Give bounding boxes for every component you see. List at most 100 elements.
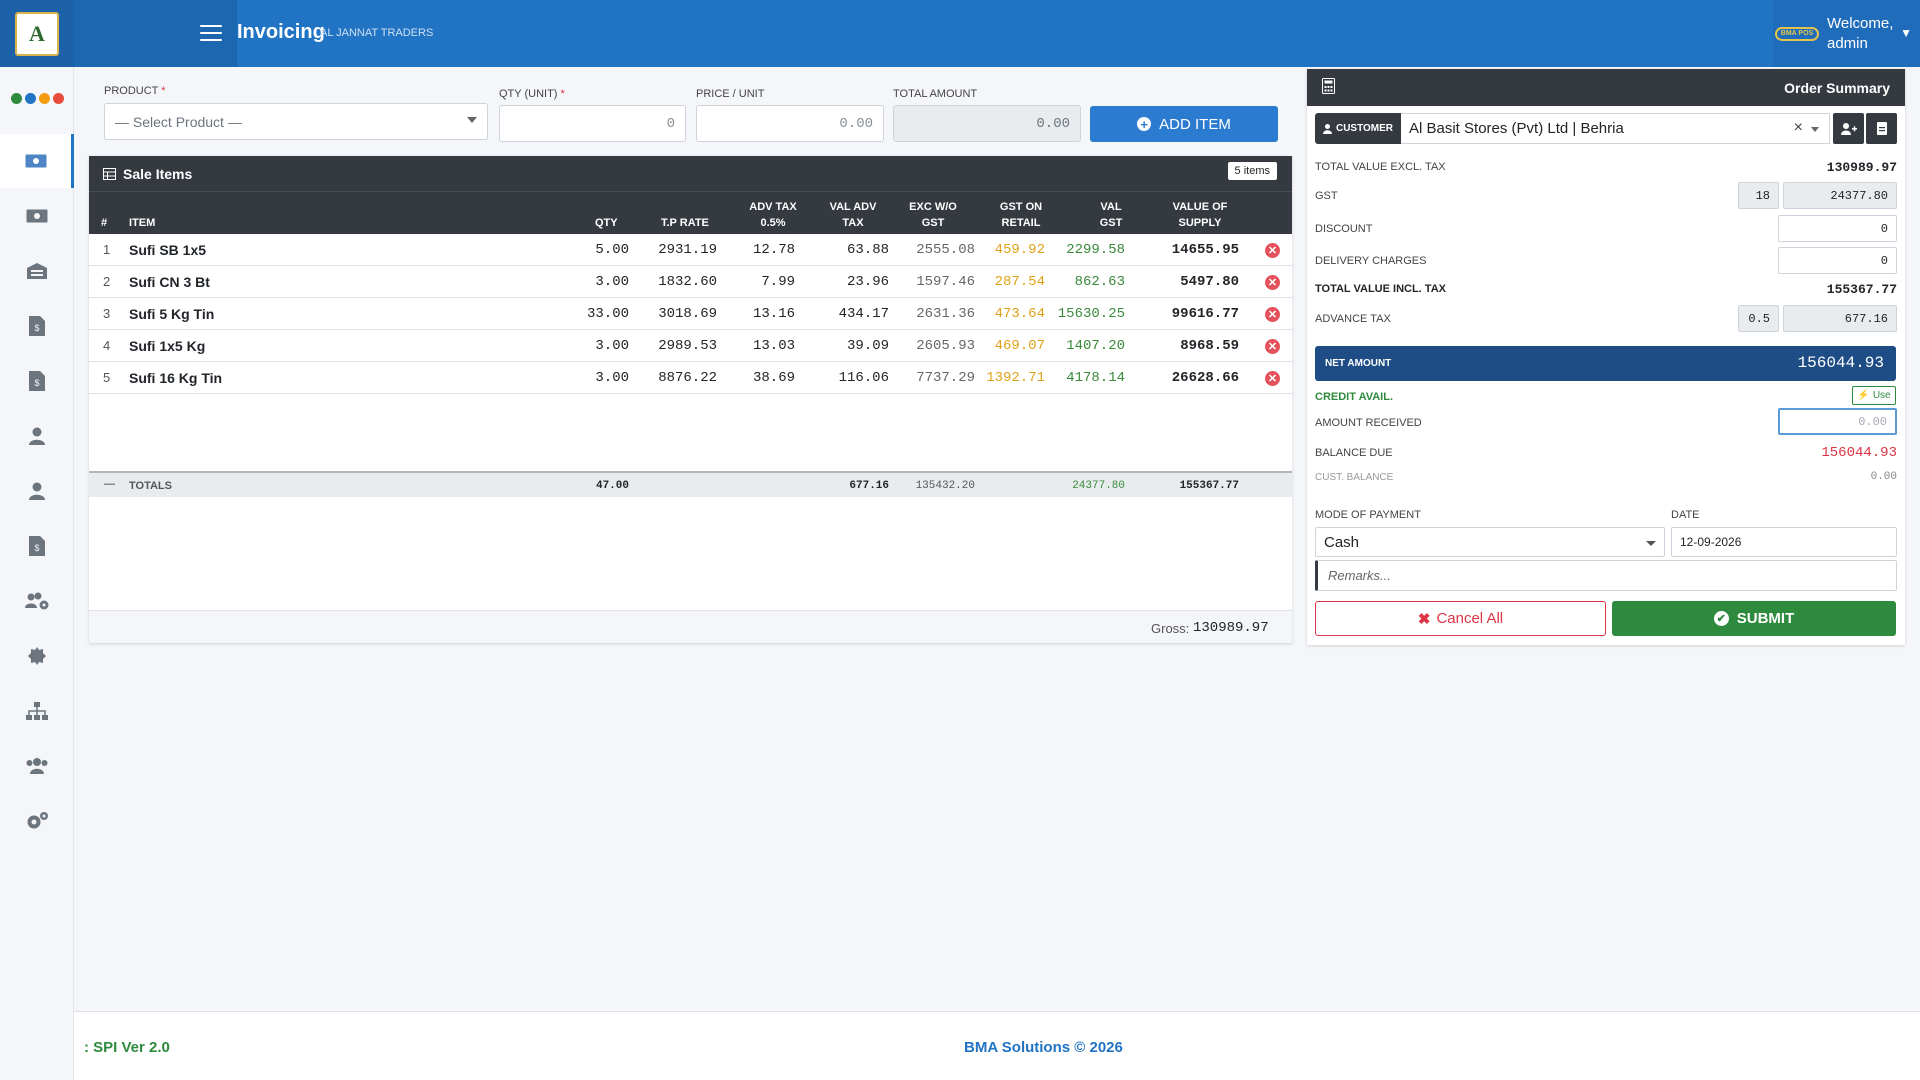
remove-row-icon[interactable]: ✕ (1265, 243, 1280, 258)
total-excl-tax-value: 130989.97 (1826, 160, 1897, 175)
cogs-icon (27, 812, 48, 829)
cell-valgst: 2299.58 (1066, 242, 1125, 258)
cell-qty: 33.00 (586, 306, 629, 322)
price-input[interactable]: 0.00 (696, 105, 884, 142)
cell-item: Sufi 5 Kg Tin (129, 306, 215, 322)
cell-tp: 2931.19 (658, 242, 717, 258)
sidebar-item-users[interactable] (0, 739, 74, 793)
cell-supply: 99616.77 (1171, 306, 1239, 322)
qty-label: QTY (UNIT) * (499, 88, 565, 100)
cell-exc: 2555.08 (916, 242, 975, 258)
caret-down-icon (1646, 541, 1656, 546)
submit-button[interactable]: ✔ SUBMIT (1612, 601, 1896, 636)
sidebar-item-settings[interactable] (0, 794, 74, 848)
add-item-button[interactable]: + ADD ITEM (1090, 106, 1278, 142)
remarks-input[interactable]: Remarks... (1315, 560, 1897, 591)
copyright-text: BMA Solutions © 2026 (964, 1039, 1123, 1056)
cell-tp: 3018.69 (658, 306, 717, 322)
sidebar-item-bills[interactable]: $ (0, 354, 74, 408)
calculator-icon (1322, 78, 1335, 94)
user-plus-icon (1840, 122, 1857, 135)
sidebar-item-sales[interactable] (0, 189, 74, 243)
sidebar-item-certificates[interactable] (0, 629, 74, 683)
amount-received-input[interactable]: 0.00 (1778, 408, 1897, 435)
table-row: 2 Sufi CN 3 Bt 3.00 1832.60 7.99 23.96 1597.46… (89, 266, 1292, 298)
cell-item: Sufi CN 3 Bt (129, 274, 210, 290)
advance-tax-rate-input[interactable]: 0.5 (1738, 305, 1779, 332)
balance-due-value: 156044.93 (1821, 445, 1897, 461)
users-cog-icon (25, 592, 49, 610)
sidebar-item-warehouse[interactable] (0, 244, 74, 298)
remove-row-icon[interactable]: ✕ (1265, 275, 1280, 290)
gst-rate-input[interactable]: 18 (1738, 182, 1779, 209)
remove-row-icon[interactable]: ✕ (1265, 371, 1280, 386)
payment-mode-select[interactable]: Cash (1315, 527, 1665, 557)
delivery-charges-input[interactable]: 0 (1778, 247, 1897, 274)
cell-adv: 13.03 (752, 338, 795, 354)
cell-qty: 3.00 (595, 338, 629, 354)
gross-label: Gross: (1151, 621, 1190, 636)
sidebar-item-user-settings[interactable] (0, 574, 74, 628)
cell-adv: 7.99 (761, 274, 795, 290)
remove-row-icon[interactable]: ✕ (1265, 307, 1280, 322)
sale-items-table: Sale Items 5 items # ITEM QTY T.P RATE A… (89, 156, 1292, 643)
sale-items-title: Sale Items (123, 165, 193, 182)
clear-customer-icon[interactable]: × (1793, 119, 1803, 136)
sidebar-item-invoices[interactable]: $ (0, 299, 74, 353)
total-amount-field: 0.00 (893, 105, 1081, 142)
cell-no: 4 (103, 338, 111, 353)
cust-balance-label: CUST. BALANCE (1315, 472, 1394, 483)
app-logo[interactable]: A (0, 0, 74, 67)
version-text: : SPI Ver 2.0 (84, 1039, 170, 1056)
sidebar-item-hierarchy[interactable] (0, 684, 74, 738)
net-amount-value: 156044.93 (1797, 354, 1884, 372)
sidebar-item-reports[interactable]: $ (0, 519, 74, 573)
date-input[interactable]: 12-09-2026 (1671, 527, 1897, 557)
col-header-item: ITEM (129, 217, 156, 229)
plus-circle-icon: + (1137, 117, 1152, 131)
user-icon (29, 482, 45, 500)
cell-exc: 2631.36 (916, 306, 975, 322)
discount-input[interactable]: 0 (1778, 215, 1897, 242)
caret-down-icon (467, 117, 477, 123)
table-row: 3 Sufi 5 Kg Tin 33.00 3018.69 13.16 434.17 263… (89, 298, 1292, 330)
product-select[interactable]: — Select Product — (104, 103, 488, 140)
page-title: Invoicing (237, 21, 325, 43)
net-amount-bar: NET AMOUNT 156044.93 (1315, 346, 1896, 381)
sidebar-item-invoicing[interactable] (0, 134, 74, 188)
customer-ledger-button[interactable] (1866, 113, 1897, 144)
cell-valgst: 1407.20 (1066, 338, 1125, 354)
hamburger-menu-icon[interactable] (200, 23, 222, 43)
totals-dash: — (104, 478, 115, 490)
cell-qty: 3.00 (595, 274, 629, 290)
cell-adv: 12.78 (752, 242, 795, 258)
cell-adv: 38.69 (752, 370, 795, 386)
cancel-all-button[interactable]: ✖ Cancel All (1315, 601, 1606, 636)
gst-label: GST (1315, 190, 1338, 202)
svg-text:$: $ (34, 543, 39, 553)
customer-select[interactable]: Al Basit Stores (Pvt) Ltd | Behria × (1401, 113, 1830, 144)
cell-valadv: 116.06 (838, 370, 889, 386)
sidebar-item-suppliers[interactable] (0, 464, 74, 518)
delivery-charges-label: DELIVERY CHARGES (1315, 255, 1427, 267)
totals-exc: 135432.20 (915, 480, 975, 492)
total-amount-label: TOTAL AMOUNT (893, 88, 978, 100)
users-icon (26, 758, 48, 774)
cell-valgst: 862.63 (1074, 274, 1125, 290)
table-row: 5 Sufi 16 Kg Tin 3.00 8876.22 38.69 116.06 773… (89, 362, 1292, 394)
add-customer-button[interactable] (1833, 113, 1864, 144)
welcome-text: Welcome, (1827, 14, 1894, 32)
cell-gstret: 469.07 (994, 338, 1045, 354)
cell-supply: 5497.80 (1180, 274, 1239, 290)
col-header-val-gst: VAL GST (1099, 201, 1123, 229)
cell-gstret: 287.54 (994, 274, 1045, 290)
close-icon: ✖ (1417, 610, 1431, 628)
user-menu[interactable]: BMA POS Welcome, admin ▼ (1773, 0, 1920, 67)
remove-row-icon[interactable]: ✕ (1265, 339, 1280, 354)
chevron-down-icon[interactable]: ▼ (1900, 26, 1912, 40)
cell-tp: 8876.22 (658, 370, 717, 386)
sidebar-item-customers[interactable] (0, 409, 74, 463)
qty-input[interactable]: 0 (499, 105, 686, 142)
use-credit-button[interactable]: ⚡ Use (1852, 386, 1896, 405)
amount-received-label: AMOUNT RECEIVED (1315, 417, 1422, 429)
